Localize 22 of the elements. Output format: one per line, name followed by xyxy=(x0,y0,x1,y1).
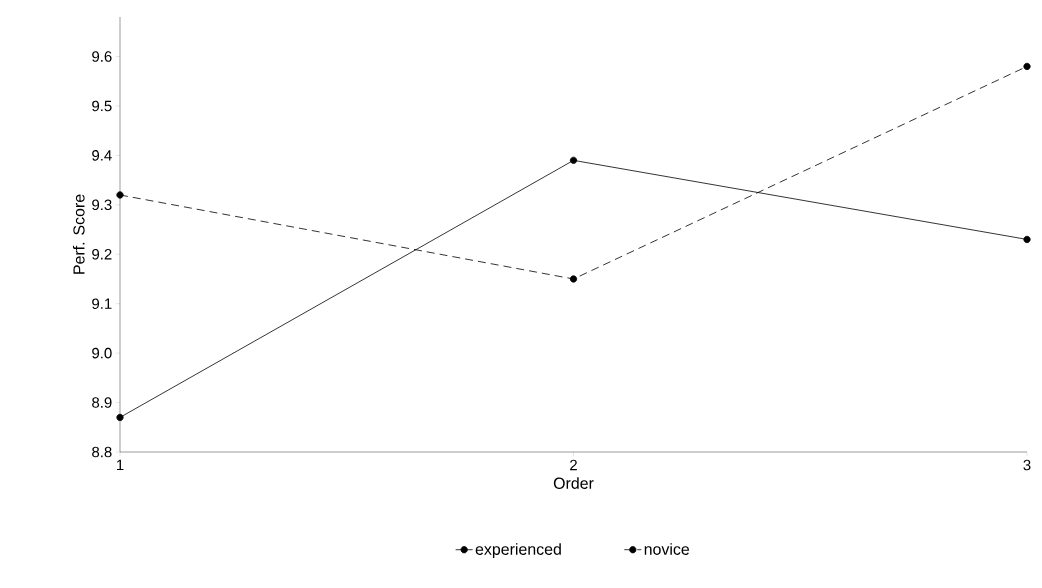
y-tick-label: 9.1 xyxy=(92,298,112,309)
y-tick-label: 9.4 xyxy=(92,150,112,161)
x-tick-label: 2 xyxy=(570,459,577,471)
x-tick-label: 3 xyxy=(1023,459,1031,471)
y-tick-label: 8.8 xyxy=(92,446,112,458)
point xyxy=(569,275,578,283)
x-axis-title: Order xyxy=(553,477,594,489)
legend-label: novice xyxy=(644,543,690,555)
y-tick-label: 9.5 xyxy=(92,100,112,112)
y-axis-title: Perf. Score xyxy=(72,194,85,274)
point xyxy=(116,413,124,421)
point xyxy=(569,156,578,164)
y-tick-label: 9.6 xyxy=(92,51,112,62)
point xyxy=(1023,62,1031,71)
y-tick-label: 9.3 xyxy=(92,199,112,211)
y-tick-label: 9.2 xyxy=(92,248,112,260)
point xyxy=(116,191,124,199)
y-tick-label: 9.0 xyxy=(92,347,112,359)
point xyxy=(1023,235,1031,244)
legend-label: experienced xyxy=(475,543,561,559)
x-tick-label: 1 xyxy=(116,459,124,471)
y-tick-label: 8.9 xyxy=(92,397,112,408)
